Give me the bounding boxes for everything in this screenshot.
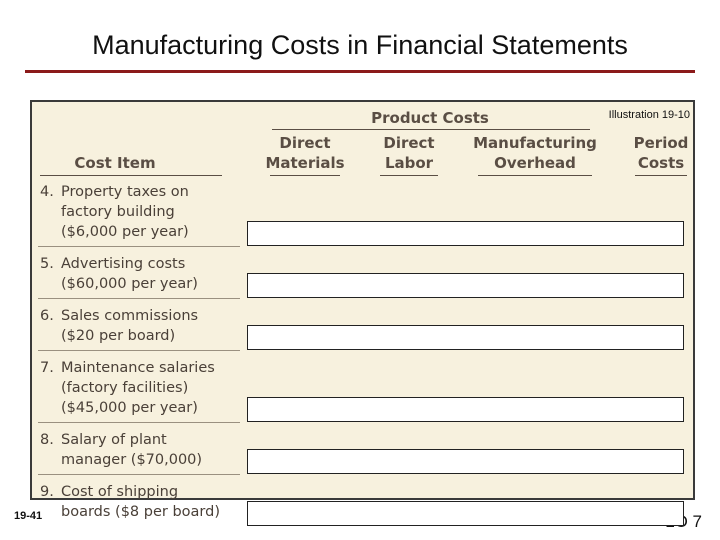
illustration-label: Illustration 19-10 — [608, 109, 690, 121]
header-underline — [478, 175, 592, 176]
column-header: Labor — [384, 154, 434, 172]
cost-item-text: ($45,000 per year) — [61, 400, 198, 416]
cost-item-text: manager ($70,000) — [61, 452, 203, 468]
cost-item-text: (factory facilities) — [61, 380, 189, 396]
cost-item-text: Maintenance salaries — [61, 360, 215, 376]
column-header: Cost Item — [74, 154, 156, 172]
title-rule — [25, 70, 695, 73]
slide-title: Manufacturing Costs in Financial Stateme… — [92, 30, 628, 60]
table-panel — [30, 100, 695, 500]
header-underline — [380, 175, 438, 176]
group-header: Product Costs — [371, 109, 489, 127]
row-separator — [38, 474, 240, 475]
row-number: 8. — [40, 432, 54, 448]
slide-number: 19-41 — [14, 510, 43, 522]
row-separator — [38, 422, 240, 423]
column-header: Direct — [279, 134, 331, 152]
cost-item-text: Cost of shipping — [61, 484, 179, 500]
column-header: Overhead — [494, 154, 576, 172]
answer-box — [247, 397, 684, 422]
answer-box — [247, 449, 684, 474]
cost-item-text: boards ($8 per board) — [61, 504, 220, 520]
cost-item-text: Sales commissions — [61, 308, 199, 324]
column-header: Direct — [383, 134, 435, 152]
cost-item-text: Salary of plant — [61, 432, 167, 448]
column-header: Period — [633, 134, 689, 152]
cost-item-text: Advertising costs — [61, 256, 186, 272]
cost-item-text: factory building — [61, 204, 175, 220]
cost-item-text: ($6,000 per year) — [61, 224, 189, 240]
header-underline — [270, 175, 340, 176]
column-header: Manufacturing — [473, 134, 597, 152]
column-header: Materials — [265, 154, 345, 172]
column-header: Costs — [637, 154, 685, 172]
cost-item-text: ($60,000 per year) — [61, 276, 198, 292]
header-underline — [635, 175, 687, 176]
row-number: 4. — [40, 184, 54, 200]
row-separator — [38, 350, 240, 351]
row-separator — [38, 246, 240, 247]
row-separator — [38, 298, 240, 299]
row-number: 9. — [40, 484, 54, 500]
row-number: 5. — [40, 256, 54, 272]
answer-box — [247, 221, 684, 246]
cost-item-text: ($20 per board) — [61, 328, 176, 344]
group-underline — [272, 129, 590, 130]
cost-item-text: Property taxes on — [61, 184, 189, 200]
answer-box — [247, 501, 684, 526]
answer-box — [247, 273, 684, 298]
header-underline — [40, 175, 222, 176]
answer-box — [247, 325, 684, 350]
row-number: 7. — [40, 360, 54, 376]
row-number: 6. — [40, 308, 54, 324]
